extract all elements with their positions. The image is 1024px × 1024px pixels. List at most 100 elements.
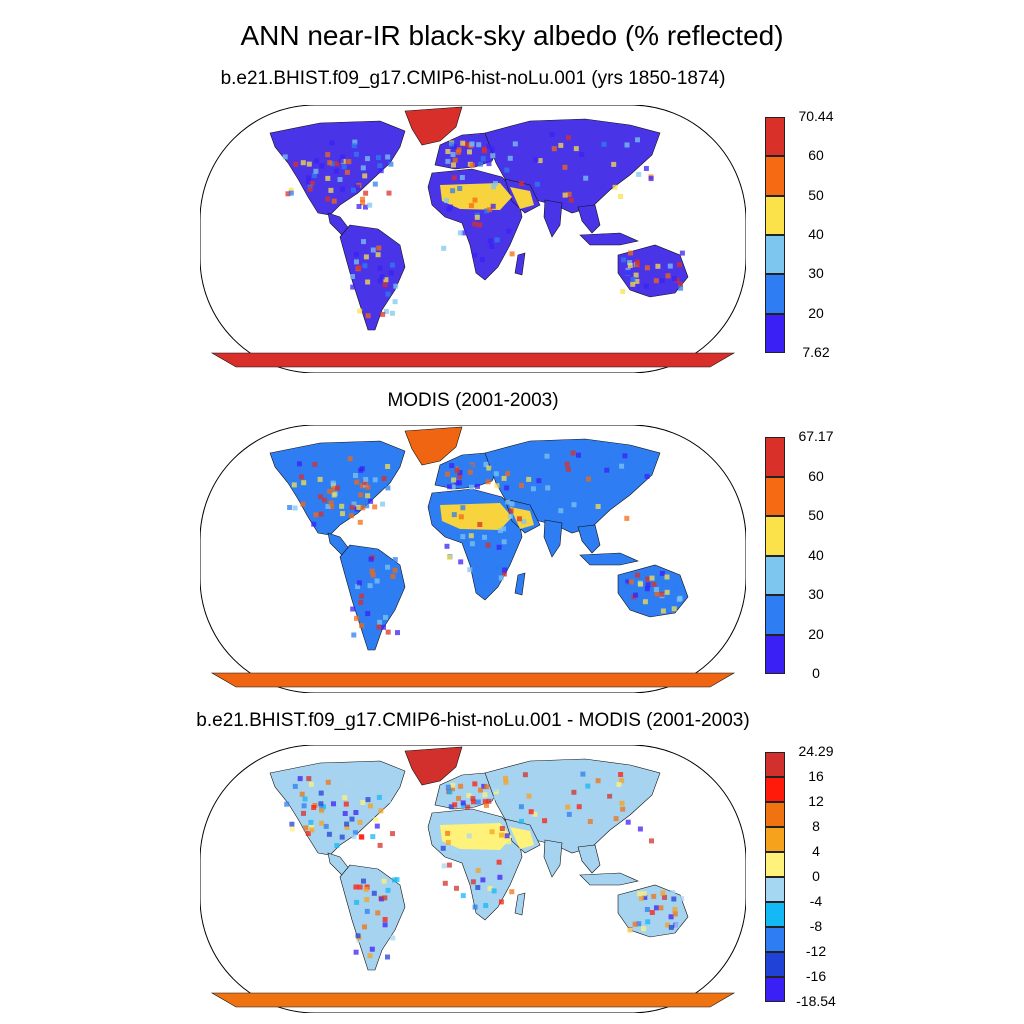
grid-cell bbox=[447, 480, 453, 486]
colorbar-tick-label: 70.44 bbox=[798, 108, 834, 124]
grid-cell bbox=[334, 843, 340, 848]
grid-cell bbox=[660, 579, 666, 585]
grid-cell bbox=[360, 196, 365, 202]
grid-cell bbox=[628, 579, 634, 585]
grid-cell bbox=[506, 861, 511, 866]
grid-cell bbox=[385, 629, 391, 635]
grid-cell bbox=[659, 570, 665, 576]
colorbar-segment bbox=[765, 595, 785, 635]
grid-cell bbox=[532, 811, 538, 817]
grid-cell bbox=[318, 790, 324, 796]
grid-cell bbox=[350, 284, 356, 290]
colorbar-tick-label: 60 bbox=[808, 467, 824, 484]
colorbar-modis bbox=[765, 437, 785, 674]
grid-cell bbox=[359, 466, 365, 472]
grid-cell bbox=[486, 465, 492, 471]
grid-cell bbox=[343, 781, 349, 787]
colorbar-segment bbox=[765, 852, 785, 877]
grid-cell bbox=[356, 937, 362, 943]
grid-cell bbox=[498, 899, 504, 905]
grid-cell bbox=[377, 619, 383, 625]
grid-cell bbox=[377, 265, 383, 271]
grid-cell bbox=[519, 483, 524, 488]
grid-cell bbox=[467, 567, 473, 573]
grid-cell bbox=[382, 282, 388, 288]
grid-cell bbox=[319, 820, 325, 826]
grid-cell bbox=[373, 817, 379, 823]
grid-cell bbox=[464, 540, 470, 546]
grid-cell bbox=[340, 511, 345, 517]
grid-cell bbox=[451, 144, 457, 150]
grid-cell bbox=[475, 799, 481, 805]
grid-cell bbox=[354, 615, 359, 621]
colorbar-segment bbox=[765, 117, 785, 157]
grid-cell bbox=[530, 486, 536, 492]
grid-cell bbox=[498, 575, 504, 581]
grid-cell bbox=[365, 279, 371, 285]
grid-cell bbox=[665, 273, 671, 279]
grid-cell bbox=[562, 164, 568, 170]
grid-cell bbox=[660, 608, 666, 614]
grid-cell bbox=[678, 281, 683, 287]
grid-cell bbox=[334, 831, 340, 836]
grid-cell bbox=[533, 157, 539, 163]
grid-cell bbox=[579, 152, 585, 157]
grid-cell bbox=[670, 890, 676, 895]
grid-cell bbox=[472, 197, 478, 203]
grid-cell bbox=[362, 263, 368, 269]
colorbar-tick-label: 12 bbox=[808, 793, 824, 809]
grid-cell bbox=[658, 905, 664, 911]
grid-cell bbox=[585, 783, 591, 789]
panel-title-difference: b.e21.BHIST.f09_g17.CMIP6-hist-noLu.001 … bbox=[196, 710, 750, 731]
grid-cell bbox=[494, 565, 500, 571]
grid-cell bbox=[482, 534, 487, 540]
grid-cell bbox=[312, 462, 318, 467]
grid-cell bbox=[641, 926, 647, 932]
grid-cell bbox=[637, 826, 643, 832]
grid-cell bbox=[299, 474, 304, 480]
grid-cell bbox=[549, 131, 555, 137]
grid-cell bbox=[287, 505, 293, 510]
grid-cell bbox=[490, 471, 496, 476]
grid-cell bbox=[460, 534, 466, 540]
grid-cell bbox=[375, 910, 381, 916]
land-northAmerica bbox=[269, 120, 406, 216]
grid-cells bbox=[284, 771, 685, 960]
grid-cell bbox=[501, 571, 507, 577]
grid-cell bbox=[465, 804, 471, 810]
grid-cell bbox=[566, 811, 572, 817]
grid-cell bbox=[490, 203, 496, 209]
grid-cell bbox=[649, 838, 654, 844]
grid-cell bbox=[509, 251, 515, 257]
region-arabiaDesert bbox=[510, 187, 534, 209]
grid-cell bbox=[369, 946, 375, 952]
grid-cell bbox=[357, 308, 363, 314]
grid-cell bbox=[564, 461, 570, 467]
grid-cell bbox=[352, 139, 358, 145]
grid-cell bbox=[444, 198, 449, 204]
grid-cell bbox=[367, 953, 373, 959]
grid-cell bbox=[365, 611, 371, 617]
grid-cell bbox=[295, 466, 301, 472]
grid-cell bbox=[388, 270, 394, 276]
grid-cell bbox=[377, 163, 383, 169]
grid-cell bbox=[385, 564, 391, 570]
grid-cell bbox=[348, 513, 354, 519]
grid-cell bbox=[612, 184, 618, 190]
grid-cell bbox=[344, 821, 350, 827]
grid-cell bbox=[562, 192, 568, 198]
grid-cell bbox=[449, 141, 455, 147]
grid-cell bbox=[365, 313, 371, 319]
grid-cell bbox=[354, 899, 360, 905]
colorbar-segment bbox=[765, 877, 785, 902]
grid-cell bbox=[452, 802, 458, 808]
land-indonesia bbox=[579, 872, 639, 886]
colorbar-tick-label: 16 bbox=[808, 768, 824, 784]
grid-cell bbox=[446, 862, 452, 868]
grid-cell bbox=[460, 800, 466, 806]
grid-cell bbox=[672, 911, 678, 917]
grid-cell bbox=[503, 779, 509, 785]
grid-cell bbox=[568, 197, 574, 203]
grid-cell bbox=[355, 584, 361, 589]
grid-cell bbox=[380, 311, 386, 317]
